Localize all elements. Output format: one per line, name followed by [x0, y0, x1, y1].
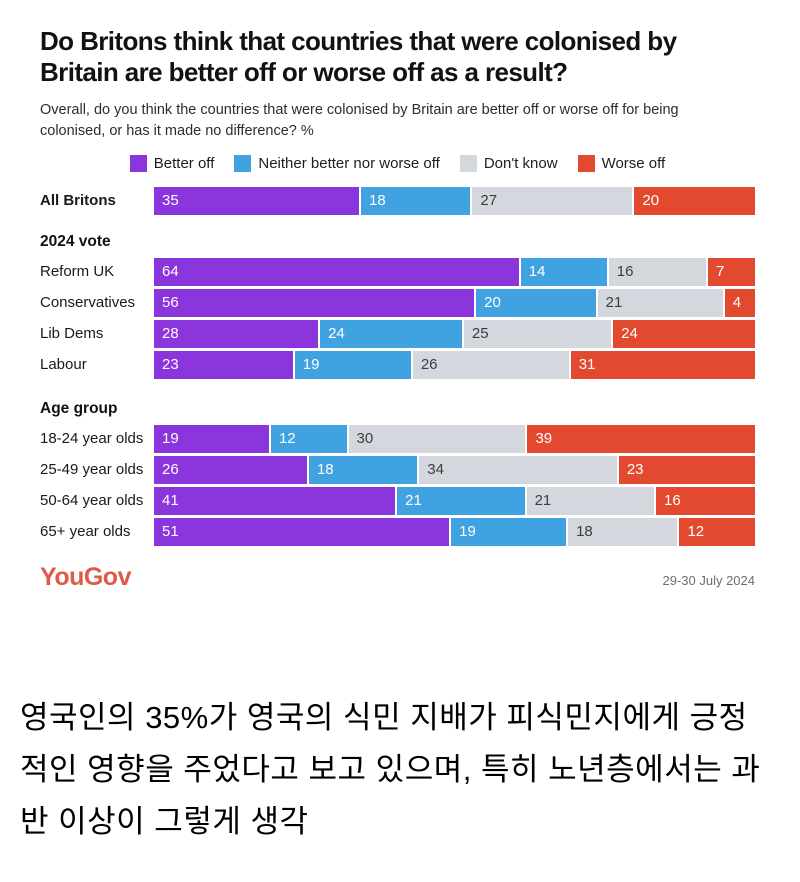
bar-segment: 31 [570, 350, 755, 379]
stacked-bar: 28 24 25 24 [154, 319, 755, 348]
bar-segment: 56 [154, 288, 475, 317]
row-label: 18-24 year olds [40, 430, 144, 447]
bar-segment: 27 [472, 186, 633, 215]
bar-segment: 19 [294, 350, 411, 379]
bar-segment: 51 [154, 517, 450, 546]
stacked-bar: 56 20 21 4 [154, 288, 755, 317]
stacked-bar: 23 19 26 31 [154, 350, 755, 379]
bar-segment: 35 [154, 186, 360, 215]
yougov-logo: YouGov [40, 562, 131, 591]
legend-item: Don't know [459, 154, 558, 172]
row-label: Reform UK [40, 263, 115, 280]
bar-chart: All Britons 35 18 27 20 2024 vote Reform UK 64 1… [40, 186, 756, 546]
table-row: 25-49 year olds 26 18 34 23 [40, 455, 756, 484]
yougov-chart-card: Do Britons think that countries that wer… [40, 26, 756, 592]
legend-swatch-icon [129, 154, 147, 172]
bar-segment: 21 [597, 288, 723, 317]
bar-segment: 34 [419, 455, 617, 484]
legend-label: Don't know [483, 154, 558, 172]
caption-line: 적인 영향을 주었다고 보고 있으며, 특히 노년층에서는 과 [20, 751, 761, 787]
bar-segment: 39 [527, 424, 755, 453]
bar-segment: 19 [451, 517, 567, 546]
legend-swatch-icon [459, 154, 477, 172]
row-label: 65+ year olds [40, 523, 131, 540]
table-row: 18-24 year olds 19 12 30 39 [40, 424, 755, 453]
legend-swatch-icon [577, 154, 595, 172]
legend-item: Neither better nor worse off [234, 154, 440, 172]
bar-segment: 24 [613, 319, 755, 348]
bar-segment: 18 [308, 455, 418, 484]
bar-segment: 23 [618, 455, 756, 484]
bar-segment: 7 [707, 257, 755, 286]
legend-label: Neither better nor worse off [258, 154, 440, 172]
bar-segment: 20 [476, 288, 596, 317]
row-label: Labour [40, 356, 87, 373]
legend-label: Worse off [601, 154, 666, 172]
stacked-bar: 51 19 18 12 [154, 517, 755, 546]
group-header: 2024 vote [40, 232, 111, 250]
bar-segment: 4 [724, 288, 755, 317]
legend-label: Better off [153, 154, 215, 172]
stacked-bar: 26 18 34 23 [154, 455, 756, 484]
bar-segment: 20 [634, 186, 755, 215]
row-label: Lib Dems [40, 325, 104, 342]
table-row: Reform UK 64 14 16 7 [40, 257, 755, 286]
legend-item: Worse off [577, 154, 666, 172]
stacked-bar: 41 21 21 16 [154, 486, 755, 515]
table-row: 65+ year olds 51 19 18 12 [40, 517, 755, 546]
stacked-bar: 19 12 30 39 [154, 424, 755, 453]
bar-segment: 23 [154, 350, 293, 379]
bar-segment: 12 [270, 424, 347, 453]
chart-title: Do Britons think that countries that wer… [40, 26, 677, 87]
table-row: 50-64 year olds 41 21 21 16 [40, 486, 755, 515]
row-label: Conservatives [40, 294, 136, 311]
bar-segment: 19 [154, 424, 269, 453]
bar-segment: 18 [361, 186, 471, 215]
stacked-bar: 64 14 16 7 [154, 257, 755, 286]
row-label: All Britons [40, 192, 116, 209]
bar-segment: 21 [397, 486, 525, 515]
group-header: Age group [40, 399, 118, 417]
table-row: Lib Dems 28 24 25 24 [40, 319, 755, 348]
bar-segment: 14 [520, 257, 607, 286]
fieldwork-date: 29-30 July 2024 [662, 572, 755, 588]
caption-line: 반 이상이 그렇게 생각 [20, 803, 309, 839]
bar-segment: 64 [154, 257, 519, 286]
row-label: 25-49 year olds [40, 461, 144, 478]
chart-legend: Better off Neither better nor worse off Do… [40, 154, 755, 172]
caption-line: 영국인의 35%가 영국의 식민 지배가 피식민지에게 긍정 [20, 699, 748, 735]
bar-segment: 25 [463, 319, 612, 348]
bar-segment: 12 [679, 517, 755, 546]
bar-segment: 28 [154, 319, 319, 348]
table-row: Conservatives 56 20 21 4 [40, 288, 755, 317]
bar-segment: 18 [568, 517, 678, 546]
bar-segment: 30 [348, 424, 526, 453]
bar-segment: 26 [154, 455, 307, 484]
table-row: All Britons 35 18 27 20 [40, 186, 755, 215]
bar-segment: 16 [608, 257, 706, 286]
bar-segment: 16 [656, 486, 755, 515]
bar-segment: 41 [154, 486, 396, 515]
korean-caption: 영국인의 35%가 영국의 식민 지배가 피식민지에게 긍정 적인 영향을 주었… [20, 692, 776, 848]
bar-segment: 24 [320, 319, 462, 348]
stacked-bar: 35 18 27 20 [154, 186, 755, 215]
bar-segment: 21 [526, 486, 654, 515]
legend-swatch-icon [234, 154, 252, 172]
bar-segment: 26 [412, 350, 569, 379]
chart-subtitle: Overall, do you think the countries that… [40, 102, 679, 139]
chart-footer: YouGov 29-30 July 2024 [40, 563, 755, 592]
row-label: 50-64 year olds [40, 492, 144, 509]
legend-item: Better off [129, 154, 215, 172]
table-row: Labour 23 19 26 31 [40, 350, 755, 379]
